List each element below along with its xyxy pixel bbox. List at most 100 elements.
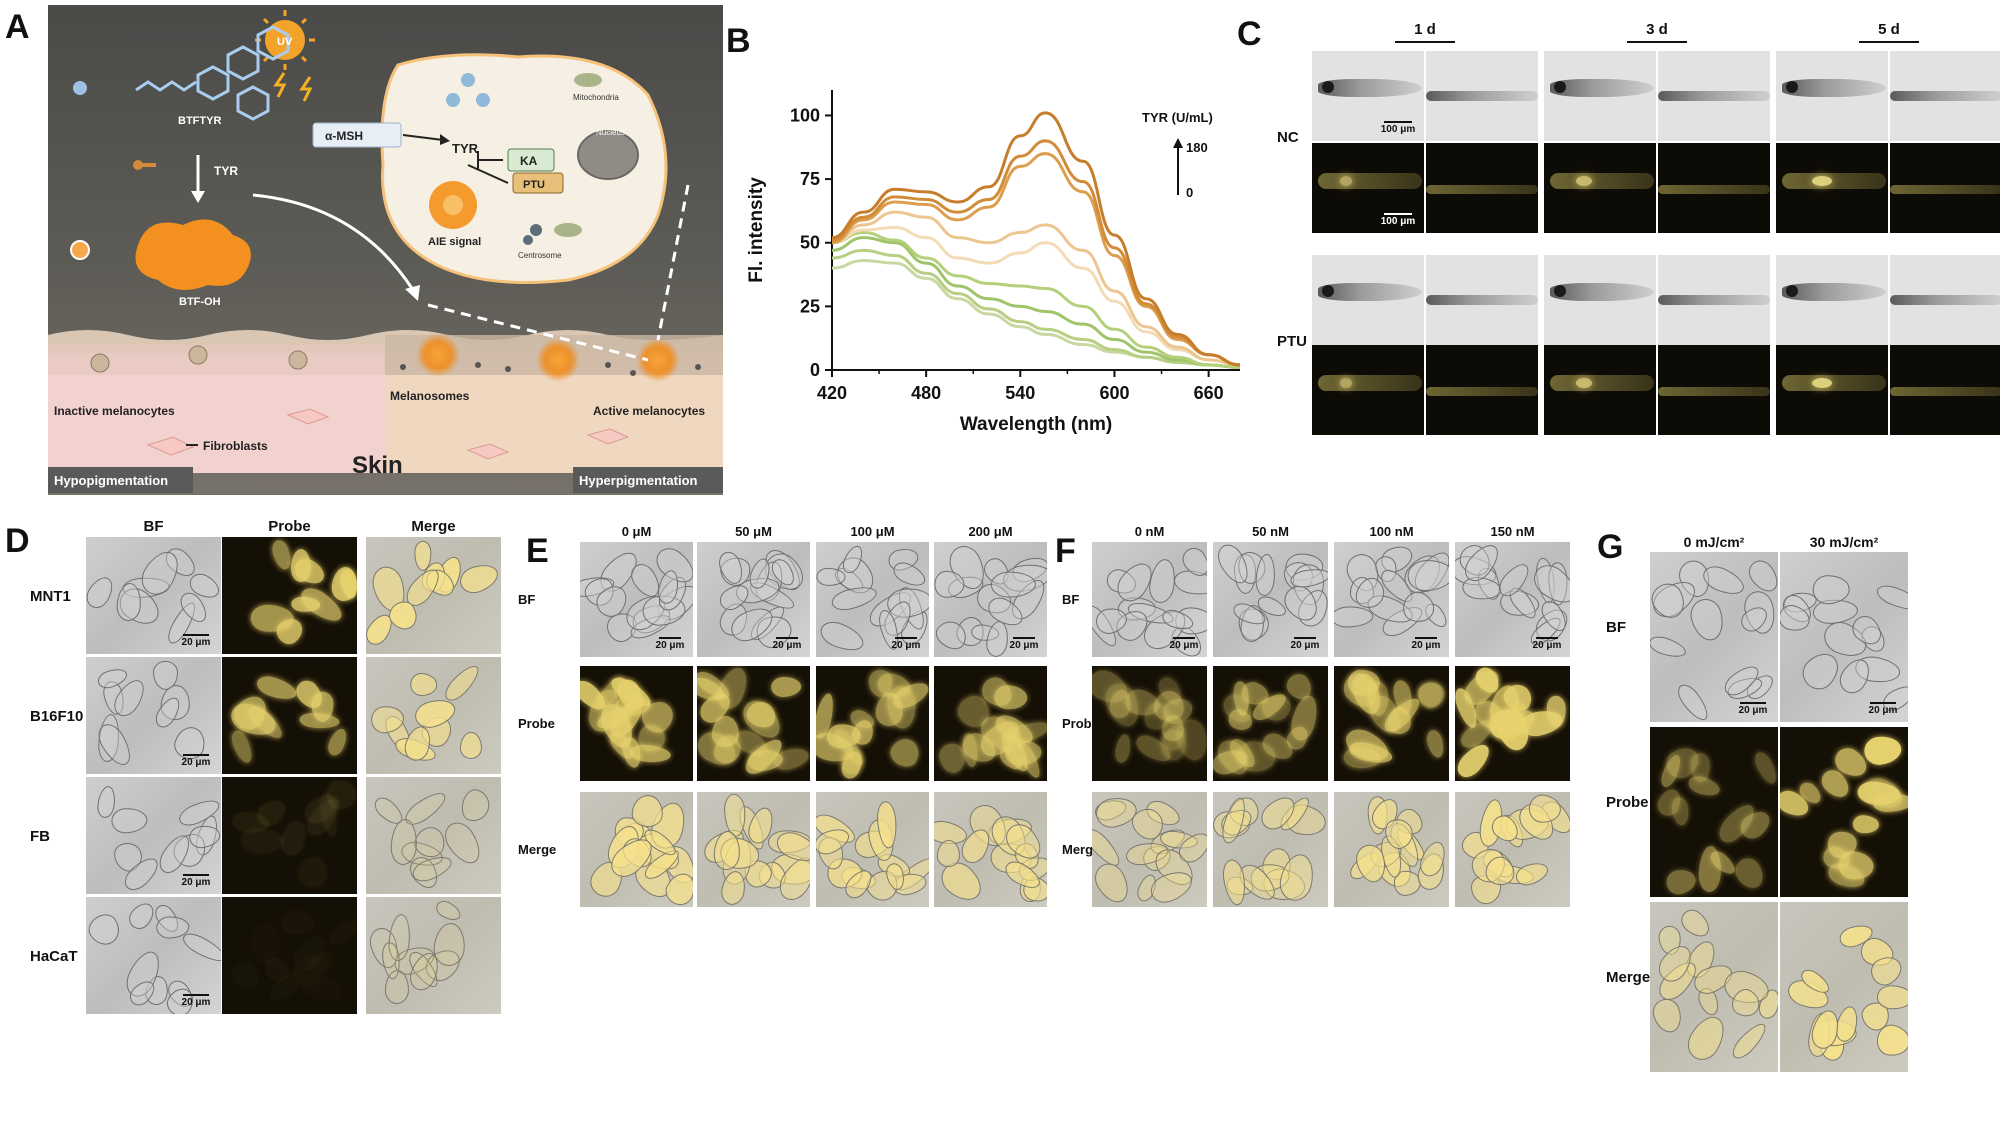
zebrafish-fluorescence — [1550, 375, 1654, 391]
brightfield-tile — [1658, 255, 1770, 345]
day-label-3: 5 d — [1878, 21, 1900, 38]
row-label-bf: BF — [518, 591, 536, 607]
chart-x-axis-label: Wavelength (nm) — [960, 414, 1112, 435]
merge-tile — [1650, 902, 1778, 1072]
y-tick-label-3: 75 — [800, 169, 820, 189]
cell-shape — [458, 786, 493, 824]
column-label-merge: Merge — [411, 518, 456, 535]
cell-shape — [86, 572, 118, 613]
series-line-6 — [831, 152, 1241, 367]
row-label-probe: Probe — [1062, 715, 1099, 731]
zebrafish-shape — [1550, 79, 1654, 97]
cell-shape — [816, 616, 868, 656]
cell-shape — [1092, 824, 1125, 871]
cell-shape — [440, 661, 484, 706]
cell-shape — [325, 726, 350, 758]
scale-bar-label: 20 μm — [1532, 640, 1562, 651]
fluorescence-tile — [1544, 143, 1656, 233]
series-line-1 — [831, 248, 1241, 369]
scale-bar: 20 μm — [179, 994, 213, 1008]
cell-shape — [296, 854, 331, 890]
fluorescence-tile — [1544, 345, 1656, 435]
zebrafish-fluorescence — [1550, 173, 1654, 189]
column-label-1: 50 μM — [735, 524, 772, 539]
fluorescence-tile — [1658, 143, 1770, 233]
label-active-melanocytes: Active melanocytes — [593, 404, 705, 418]
cell-shape — [993, 684, 1028, 711]
day-bracket — [1859, 41, 1919, 43]
scale-bar-label: 20 μm — [1868, 705, 1898, 716]
panel-letter-e: E — [526, 532, 549, 570]
cell-shape — [1686, 595, 1728, 644]
brightfield-tile — [1544, 51, 1656, 141]
merge-tile — [816, 792, 929, 907]
label-tyr-arrow: TYR — [214, 164, 238, 178]
chart-y-axis-label: Fl. intensity — [746, 177, 767, 283]
label-btftyr: BTFTYR — [178, 115, 221, 127]
row-label-mnt1: MNT1 — [30, 587, 71, 605]
cell-shape — [241, 827, 285, 854]
label-uv: UV — [277, 36, 293, 48]
scale-bar: 20 μm — [1290, 637, 1320, 651]
label-mitochondria: Mitochondria — [573, 93, 619, 102]
brightfield-tile: 20 μm — [1455, 542, 1570, 657]
column-label-3: 150 nM — [1490, 524, 1535, 539]
merge-tile — [366, 657, 501, 774]
scale-bar: 100 μm — [1380, 121, 1416, 135]
series-line-2 — [831, 236, 1241, 369]
legend-min: 0 — [1186, 185, 1193, 200]
probe-concentration-panel-e: 0 μM 50 μM 100 μM 200 μM BF 20 μm 20 μm 20 μm 20… — [518, 520, 1050, 915]
probe-tile — [222, 897, 357, 1014]
scale-bar-label: 20 μm — [1009, 640, 1039, 651]
cell-shape — [1424, 728, 1447, 760]
y-tick-label-0: 0 — [810, 360, 820, 380]
scale-bar-label: 20 μm — [1411, 640, 1441, 651]
brightfield-tile: 20 μm — [934, 542, 1047, 657]
column-label-1: 50 nM — [1252, 524, 1289, 539]
cell-shape — [227, 958, 265, 994]
zebrafish-shape — [1782, 283, 1886, 301]
zebrafish-shape — [1318, 79, 1422, 97]
cell-shape — [1681, 1010, 1732, 1066]
row-label-merge: Merge — [1062, 841, 1101, 857]
cell-shape — [298, 970, 345, 1007]
scale-bar: 100 μm — [1380, 213, 1416, 227]
row-label-ptu: PTU — [1277, 333, 1307, 350]
scale-bar-label: 20 μm — [181, 877, 211, 888]
series-line-3 — [831, 231, 1241, 369]
zebrafish-eye — [1786, 81, 1798, 93]
zebrafish-fluorescence — [1426, 387, 1538, 396]
x-tick-label-4: 660 — [1194, 383, 1224, 403]
probe-tile — [222, 657, 357, 774]
zebrafish-eye — [1322, 285, 1334, 297]
scale-bar: 20 μm — [1736, 702, 1770, 716]
cell-shape — [1650, 995, 1686, 1036]
scale-bar: 20 μm — [655, 637, 685, 651]
probe-tile — [1455, 666, 1570, 781]
label-nucleus: Nucleus — [596, 128, 625, 137]
scale-bar-label: 20 μm — [1290, 640, 1320, 651]
fluorescence-hotspot — [1576, 378, 1592, 388]
cell-shape — [459, 731, 482, 759]
column-label-0: 0 mJ/cm² — [1683, 534, 1745, 550]
zebrafish-shape — [1318, 283, 1422, 301]
zebrafish-eye — [1322, 81, 1334, 93]
series-line-8 — [831, 111, 1241, 367]
column-label-3: 200 μM — [968, 524, 1013, 539]
brightfield-tile: 20 μm — [697, 542, 810, 657]
cell-shape — [1650, 633, 1688, 662]
merge-tile — [366, 777, 501, 894]
scale-bar: 20 μm — [1169, 637, 1199, 651]
zebrafish-shape — [1426, 91, 1538, 101]
column-label-bf: BF — [143, 518, 164, 535]
cell-shape — [770, 676, 802, 698]
scale-bar: 20 μm — [1866, 702, 1900, 716]
label-ka: KA — [520, 154, 538, 168]
cell-shape — [890, 559, 929, 592]
fluorescence-tile — [1890, 143, 2000, 233]
scale-bar-label: 20 μm — [1738, 705, 1768, 716]
brightfield-tile: 20 μm — [580, 542, 693, 657]
merge-tile — [1455, 792, 1570, 907]
cell-shape — [1862, 734, 1903, 767]
cell-shape — [413, 540, 432, 571]
